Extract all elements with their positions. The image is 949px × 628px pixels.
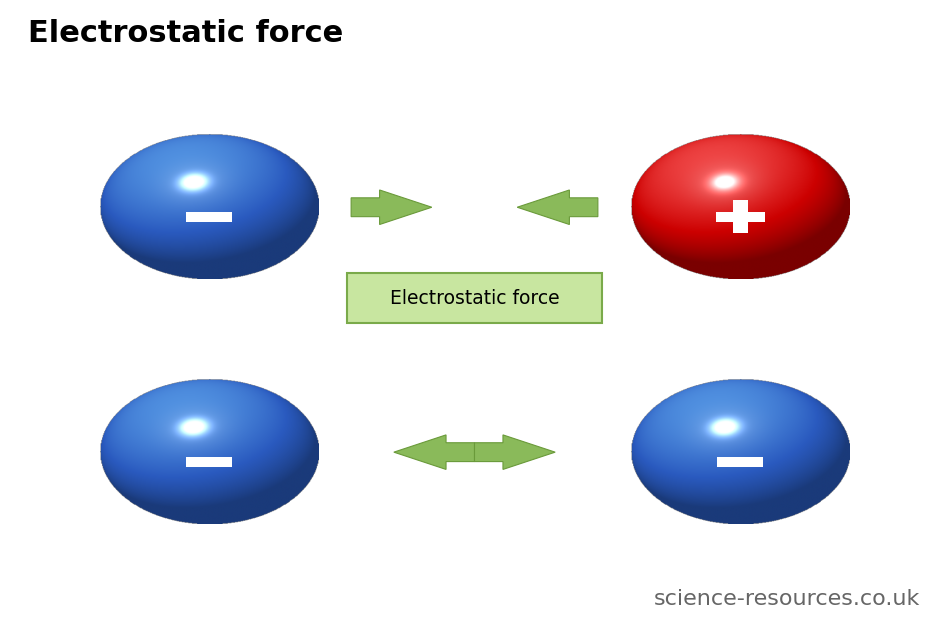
Text: science-resources.co.uk: science-resources.co.uk xyxy=(654,589,921,609)
FancyBboxPatch shape xyxy=(733,200,748,233)
FancyBboxPatch shape xyxy=(717,457,763,467)
FancyBboxPatch shape xyxy=(716,212,765,222)
FancyArrow shape xyxy=(474,435,555,470)
FancyArrow shape xyxy=(517,190,598,224)
FancyBboxPatch shape xyxy=(186,212,232,222)
FancyBboxPatch shape xyxy=(347,273,602,323)
FancyArrow shape xyxy=(351,190,432,224)
FancyBboxPatch shape xyxy=(186,457,232,467)
Text: Electrostatic force: Electrostatic force xyxy=(390,289,559,308)
Text: Electrostatic force: Electrostatic force xyxy=(28,19,344,48)
FancyArrow shape xyxy=(394,435,474,470)
